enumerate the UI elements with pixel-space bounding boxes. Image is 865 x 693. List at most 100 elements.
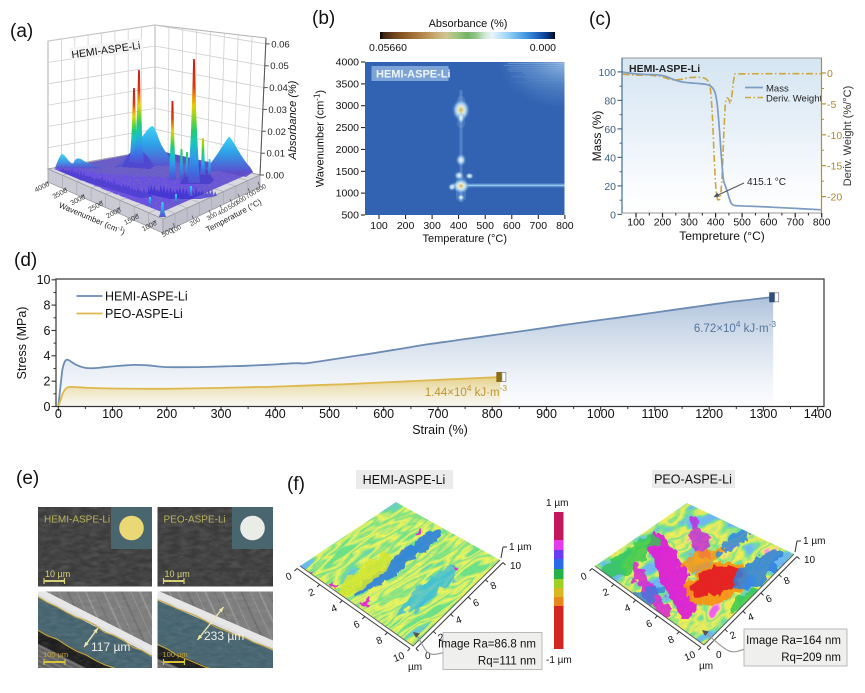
- svg-text:Mass: Mass: [766, 84, 789, 95]
- svg-text:6: 6: [44, 324, 51, 338]
- svg-text:4: 4: [454, 614, 464, 626]
- svg-text:700: 700: [786, 217, 804, 229]
- svg-text:4000: 4000: [336, 57, 360, 69]
- svg-text:2: 2: [437, 632, 447, 644]
- svg-text:10: 10: [683, 649, 698, 664]
- svg-text:6: 6: [352, 619, 362, 631]
- svg-text:233 µm: 233 µm: [204, 629, 244, 643]
- svg-text:100: 100: [102, 407, 123, 421]
- svg-text:300: 300: [206, 211, 219, 223]
- svg-text:Absorbance (%): Absorbance (%): [429, 18, 508, 30]
- svg-text:800: 800: [813, 217, 831, 229]
- svg-text:10 µm: 10 µm: [165, 569, 190, 579]
- svg-text:6: 6: [472, 597, 482, 609]
- svg-text:300: 300: [211, 407, 232, 421]
- svg-text:400: 400: [707, 217, 725, 229]
- svg-text:500: 500: [319, 407, 340, 421]
- svg-text:Stress (MPa): Stress (MPa): [15, 307, 29, 380]
- svg-text:600: 600: [503, 220, 521, 232]
- svg-text:Deriv. Weight: Deriv. Weight: [766, 94, 822, 105]
- svg-text:100 µm: 100 µm: [163, 650, 188, 659]
- svg-text:600: 600: [235, 195, 248, 207]
- svg-text:4: 4: [330, 603, 340, 615]
- svg-text:0.00: 0.00: [266, 171, 285, 182]
- svg-text:500: 500: [341, 210, 359, 222]
- svg-text:Deriv. Weight (%/°C): Deriv. Weight (%/°C): [842, 86, 854, 187]
- svg-text:PEO-ASPE-Li: PEO-ASPE-Li: [105, 307, 183, 321]
- svg-text:Tempreture (°C): Tempreture (°C): [679, 229, 764, 243]
- svg-text:700: 700: [530, 220, 548, 232]
- svg-text:200: 200: [654, 217, 672, 229]
- svg-text:Absorbance (%): Absorbance (%): [287, 80, 299, 160]
- svg-text:HEMI-ASPE-Li: HEMI-ASPE-Li: [629, 63, 700, 75]
- svg-text:0.06: 0.06: [271, 39, 290, 50]
- svg-text:10 µm: 10 µm: [45, 569, 70, 579]
- svg-text:8: 8: [375, 635, 385, 647]
- svg-text:µm: µm: [408, 662, 422, 673]
- svg-text:400: 400: [450, 220, 468, 232]
- svg-text:HEMI-ASPE-Li: HEMI-ASPE-Li: [105, 290, 188, 304]
- svg-text:0: 0: [425, 651, 431, 662]
- svg-text:0.02: 0.02: [267, 127, 286, 138]
- svg-text:10: 10: [37, 273, 51, 287]
- svg-text:HEMI-ASPE-Li: HEMI-ASPE-Li: [363, 473, 446, 487]
- svg-text:Temperature (°C): Temperature (°C): [423, 233, 507, 245]
- svg-text:2: 2: [44, 375, 51, 389]
- svg-text:4000: 4000: [34, 181, 51, 194]
- svg-text:600: 600: [373, 407, 394, 421]
- svg-text:Wavenumber (cm-1): Wavenumber (cm-1): [312, 90, 327, 187]
- svg-text:-15: -15: [827, 161, 842, 173]
- svg-text:4: 4: [44, 349, 51, 363]
- svg-text:0: 0: [610, 209, 616, 221]
- svg-text:2500: 2500: [87, 200, 104, 213]
- svg-text:100: 100: [370, 220, 388, 232]
- svg-text:10: 10: [392, 650, 407, 665]
- svg-text:6: 6: [645, 618, 655, 630]
- svg-text:1 µm: 1 µm: [803, 536, 825, 547]
- svg-text:PEO-ASPE-Li: PEO-ASPE-Li: [654, 473, 732, 487]
- svg-text:8: 8: [44, 298, 51, 312]
- svg-text:8: 8: [667, 634, 677, 646]
- svg-text:HEMI-ASPE-Li: HEMI-ASPE-Li: [376, 69, 451, 81]
- svg-text:700: 700: [428, 407, 449, 421]
- svg-text:4: 4: [746, 611, 756, 623]
- svg-text:0.04: 0.04: [269, 83, 288, 94]
- svg-text:3500: 3500: [336, 78, 360, 90]
- svg-text:400: 400: [265, 407, 286, 421]
- svg-text:300: 300: [680, 217, 698, 229]
- svg-text:1200: 1200: [695, 407, 723, 421]
- svg-text:8: 8: [489, 580, 499, 592]
- svg-text:415.1 °C: 415.1 °C: [747, 177, 786, 188]
- svg-text:20: 20: [604, 181, 616, 193]
- svg-text:0.01: 0.01: [267, 149, 286, 160]
- svg-text:200: 200: [397, 220, 415, 232]
- svg-text:0.000: 0.000: [530, 42, 556, 54]
- svg-text:1400: 1400: [804, 407, 832, 421]
- svg-text:2500: 2500: [336, 122, 360, 134]
- svg-text:0: 0: [44, 400, 51, 414]
- svg-text:2: 2: [728, 630, 738, 642]
- svg-text:-1 µm: -1 µm: [546, 655, 572, 666]
- svg-text:300: 300: [423, 220, 441, 232]
- svg-text:3500: 3500: [52, 187, 69, 200]
- svg-text:800: 800: [556, 220, 574, 232]
- svg-text:3000: 3000: [336, 100, 360, 112]
- svg-text:-5: -5: [827, 99, 836, 111]
- svg-text:Rq=111 nm: Rq=111 nm: [478, 656, 536, 668]
- svg-text:500: 500: [227, 200, 240, 212]
- svg-text:0: 0: [55, 407, 62, 421]
- svg-text:100: 100: [598, 67, 616, 79]
- svg-text:6: 6: [764, 593, 774, 605]
- svg-text:1100: 1100: [641, 407, 668, 421]
- svg-text:0.05660: 0.05660: [369, 42, 407, 54]
- svg-text:0: 0: [579, 571, 589, 583]
- svg-text:2: 2: [307, 587, 317, 599]
- svg-text:2000: 2000: [336, 144, 360, 156]
- svg-text:80: 80: [604, 95, 616, 107]
- svg-text:1500: 1500: [336, 166, 360, 178]
- svg-text:1.44×104 kJ·m-3: 1.44×104 kJ·m-3: [425, 383, 508, 399]
- svg-text:1000: 1000: [336, 188, 360, 200]
- svg-text:Rq=209 nm: Rq=209 nm: [781, 652, 841, 664]
- svg-text:6.72×104 kJ·m-3: 6.72×104 kJ·m-3: [694, 319, 777, 335]
- svg-text:1 µm: 1 µm: [509, 542, 531, 553]
